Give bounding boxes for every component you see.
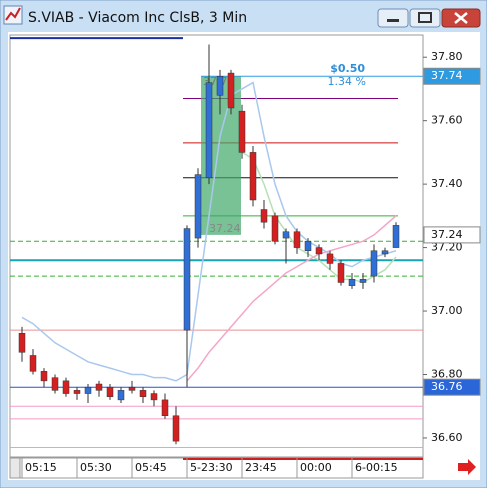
price-badge: [423, 226, 481, 244]
session-marker: [183, 458, 423, 460]
measure-change: $0.50: [330, 62, 365, 75]
candle-body: [106, 386, 114, 397]
candle-body: [227, 72, 235, 109]
minimize-glyph: [387, 19, 399, 22]
candle-body: [370, 250, 378, 277]
y-tick-label: 37.60: [431, 114, 463, 127]
candle-body: [29, 355, 37, 372]
candle-body: [249, 152, 257, 201]
x-tick-label: 5-23:30: [190, 461, 233, 474]
candle-body: [117, 390, 125, 401]
indicator-line: [21, 81, 397, 382]
candle-body: [216, 75, 224, 96]
candle-body: [62, 380, 70, 394]
candle-body: [205, 82, 213, 179]
maximize-button[interactable]: [409, 8, 441, 28]
candle-body: [348, 279, 356, 286]
y-tick-label: 37.80: [431, 50, 463, 63]
x-tick-label: 05:30: [80, 461, 112, 474]
candle-body: [260, 209, 268, 223]
candle-body: [392, 225, 400, 248]
scroll-right-arrow[interactable]: [458, 459, 476, 475]
window-title: S.VIAB - Viacom Inc ClsB, 3 Min: [28, 10, 247, 26]
candle-body: [161, 399, 169, 417]
price-badge-label: 37.74: [431, 69, 463, 82]
candle-body: [337, 263, 345, 283]
candle-body: [150, 393, 158, 401]
candle-body: [183, 228, 191, 331]
candle-body: [271, 215, 279, 242]
candle-body: [326, 253, 334, 264]
y-tick-label: 37.20: [431, 241, 463, 254]
y-tick-label: 36.60: [431, 431, 463, 444]
x-tick-label: 23:45: [245, 461, 277, 474]
x-tick-label: 00:00: [300, 461, 332, 474]
y-tick-label: 36.80: [431, 368, 463, 381]
candle-body: [128, 386, 136, 391]
close-glyph: [454, 12, 468, 24]
candle-body: [238, 110, 246, 153]
candle-body: [139, 390, 147, 397]
plot-layer: 36.60 36.80 37.00 37.20 37.40 37.60 37.80 05:15…: [10, 37, 481, 478]
x-tick-label: 05:15: [25, 461, 57, 474]
price-badge: [423, 378, 481, 396]
price-badge: [423, 67, 481, 85]
candle-body: [172, 415, 180, 442]
measure-start-label: 37.24: [209, 222, 241, 235]
scroll-stub[interactable]: [9, 457, 21, 479]
candle-body: [18, 333, 26, 353]
candle-body: [84, 386, 92, 394]
candle-body: [304, 240, 312, 252]
candle-body: [359, 279, 367, 283]
price-badge-label: 37.24: [431, 228, 463, 241]
candle-body: [293, 231, 301, 248]
indicator-line: [186, 215, 397, 382]
maximize-glyph: [418, 12, 432, 23]
price-badge-label: 36.76: [431, 380, 463, 393]
candle-body: [73, 390, 81, 394]
candle-body: [51, 377, 59, 391]
candle-body: [381, 250, 389, 255]
candle-body: [95, 383, 103, 391]
candle-body: [40, 371, 48, 382]
y-tick-label: 37.40: [431, 177, 463, 190]
x-tick-label: 05:45: [135, 461, 167, 474]
minimize-button[interactable]: [377, 8, 409, 28]
candle-body: [282, 231, 290, 239]
measure-percent: 1.34 %: [328, 75, 366, 88]
y-tick-label: 37.00: [431, 304, 463, 317]
app-icon-glyph: [5, 7, 21, 21]
candle-body: [315, 247, 323, 255]
x-tick-label: 6-00:15: [355, 461, 398, 474]
candle-body: [194, 174, 202, 239]
